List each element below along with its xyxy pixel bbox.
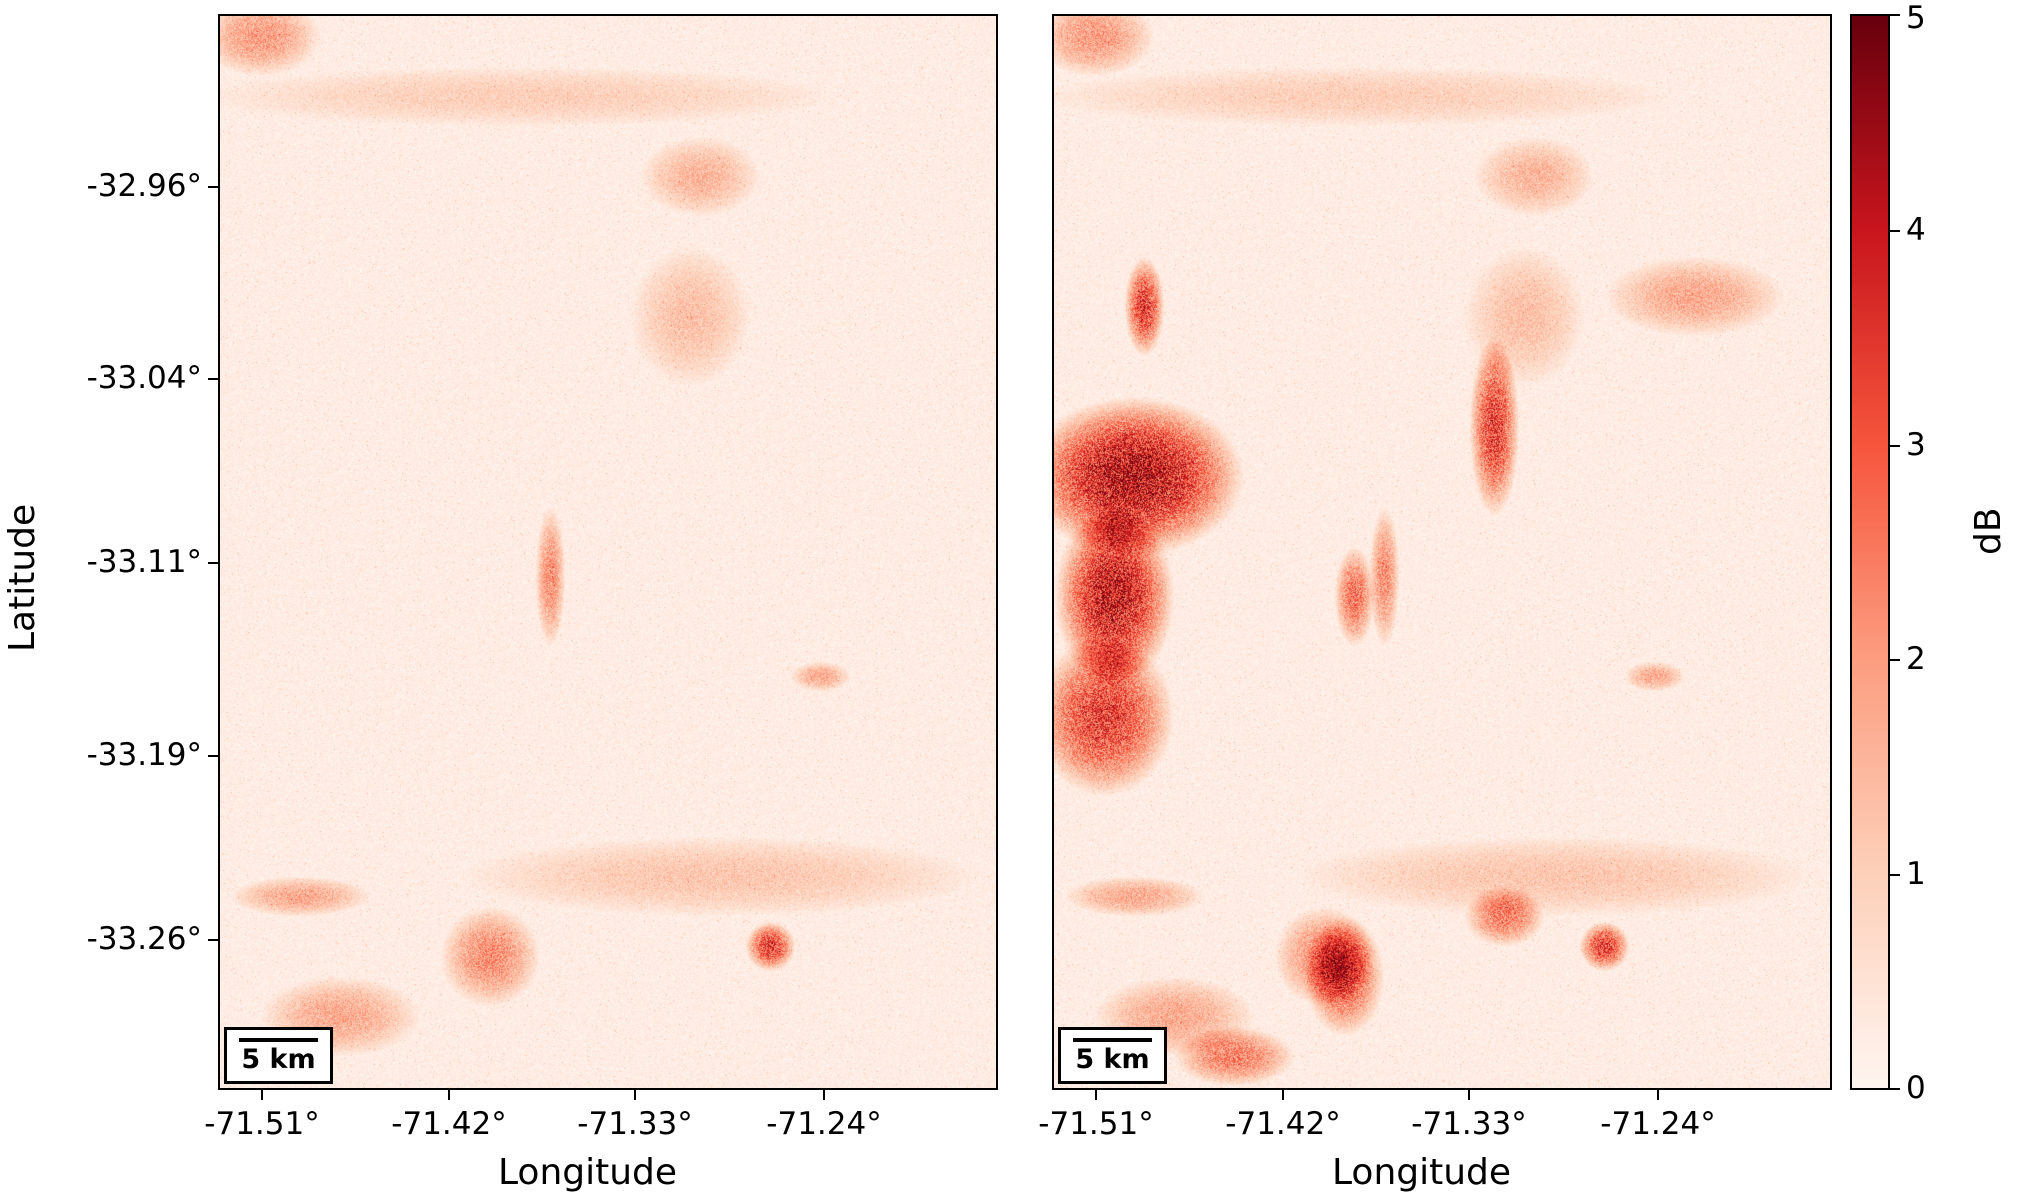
y-tick-mark <box>208 755 218 757</box>
colorbar-tick-mark <box>1890 14 1900 16</box>
scale-bar-left: 5 km <box>224 1027 333 1084</box>
x-tick-mark <box>634 1090 636 1100</box>
y-tick-mark <box>208 378 218 380</box>
colorbar-tick-label: 5 <box>1906 0 1926 36</box>
colorbar-tick-mark <box>1890 445 1900 447</box>
colorbar <box>1850 14 1890 1090</box>
x-tick-label: -71.24° <box>766 1106 882 1142</box>
scale-bar-label: 5 km <box>1075 1044 1150 1075</box>
y-tick-mark <box>208 562 218 564</box>
scale-bar-right: 5 km <box>1058 1027 1167 1084</box>
y-tick-label: -33.11° <box>86 544 202 580</box>
y-tick-label: -33.26° <box>86 921 202 957</box>
x-tick-mark <box>1657 1090 1659 1100</box>
x-tick-label: -71.51° <box>1038 1106 1154 1142</box>
colorbar-tick-label: 1 <box>1906 856 1926 892</box>
y-tick-label: -32.96° <box>86 168 202 204</box>
map-panel-left: 5 km <box>218 14 998 1090</box>
y-tick-mark <box>208 186 218 188</box>
x-tick-mark <box>1468 1090 1470 1100</box>
colorbar-tick-label: 3 <box>1906 427 1926 463</box>
y-tick-label: -33.04° <box>86 360 202 396</box>
scale-bar-label: 5 km <box>241 1044 316 1075</box>
colorbar-tick-label: 2 <box>1906 641 1926 677</box>
x-tick-mark <box>823 1090 825 1100</box>
x-tick-label: -71.24° <box>1600 1106 1716 1142</box>
colorbar-tick-mark <box>1890 1088 1900 1090</box>
x-axis-title: Longitude <box>1332 1152 1512 1193</box>
scale-bar-line <box>239 1038 318 1042</box>
x-tick-mark <box>1282 1090 1284 1100</box>
colorbar-tick-mark <box>1890 659 1900 661</box>
y-axis-title: Latitude <box>2 503 43 652</box>
x-tick-label: -71.51° <box>204 1106 320 1142</box>
scale-bar-line <box>1073 1038 1152 1042</box>
colorbar-title: dB <box>1968 507 2009 555</box>
x-tick-label: -71.42° <box>1225 1106 1341 1142</box>
map-panel-right: 5 km <box>1052 14 1832 1090</box>
x-tick-label: -71.42° <box>391 1106 507 1142</box>
x-tick-mark <box>448 1090 450 1100</box>
heatmap-right <box>1054 16 1830 1088</box>
x-tick-label: -71.33° <box>1411 1106 1527 1142</box>
colorbar-tick-mark <box>1890 230 1900 232</box>
colorbar-tick-mark <box>1890 874 1900 876</box>
colorbar-tick-label: 0 <box>1906 1070 1926 1106</box>
colorbar-tick-label: 4 <box>1906 212 1926 248</box>
y-tick-label: -33.19° <box>86 737 202 773</box>
x-axis-title: Longitude <box>498 1152 678 1193</box>
y-tick-mark <box>208 939 218 941</box>
heatmap-left <box>220 16 996 1088</box>
x-tick-mark <box>1095 1090 1097 1100</box>
x-tick-mark <box>261 1090 263 1100</box>
x-tick-label: -71.33° <box>577 1106 693 1142</box>
